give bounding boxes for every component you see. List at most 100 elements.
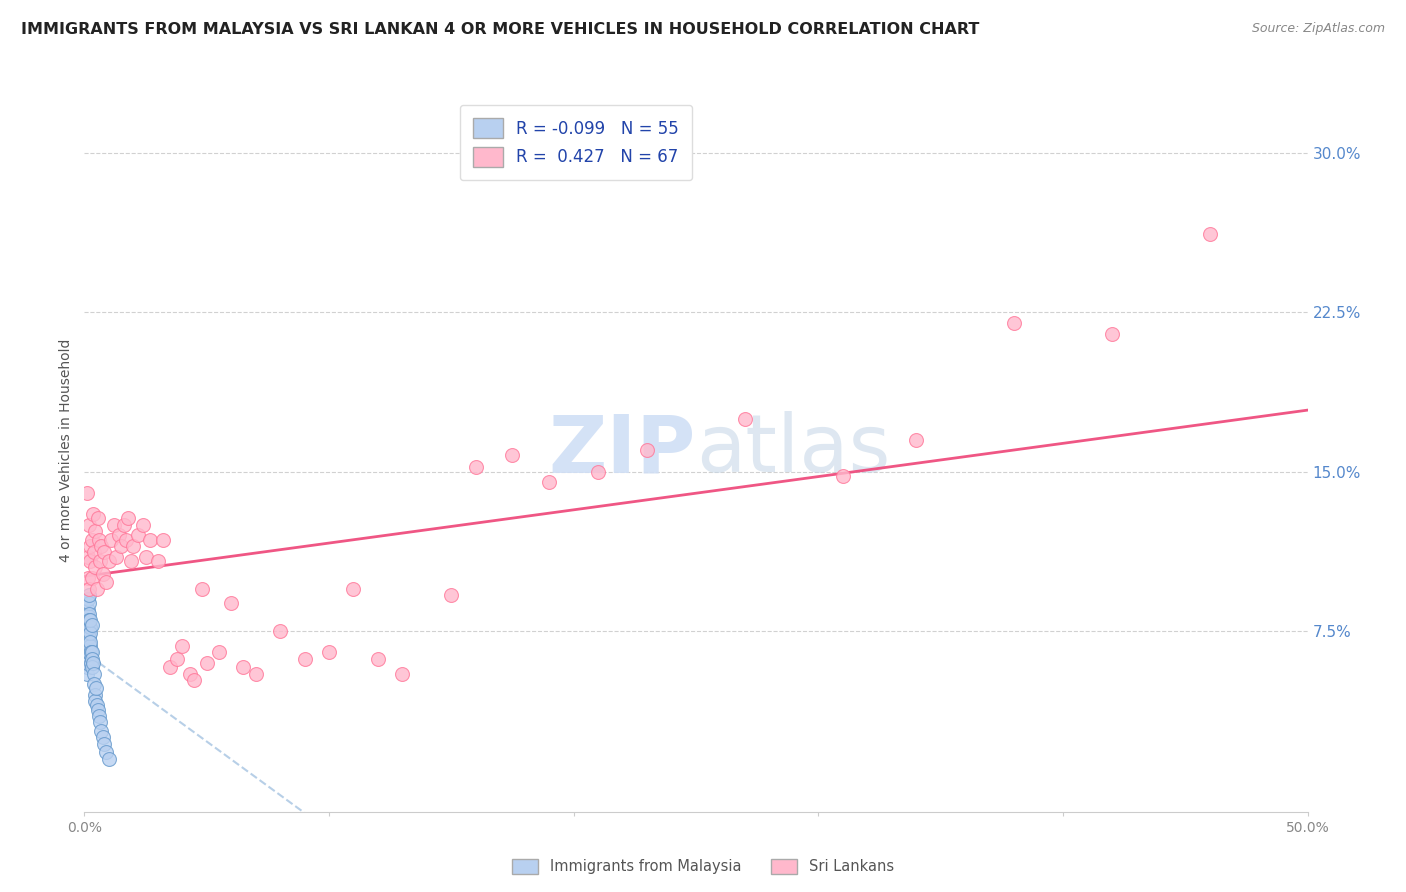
Point bbox=[79, 620, 101, 634]
Point bbox=[219, 597, 242, 611]
Point bbox=[115, 533, 138, 547]
Text: ZIP: ZIP bbox=[548, 411, 696, 490]
Point bbox=[76, 660, 98, 674]
Point bbox=[107, 528, 129, 542]
Point bbox=[83, 666, 105, 681]
Point bbox=[77, 588, 100, 602]
Point bbox=[77, 624, 100, 639]
Point bbox=[77, 603, 100, 617]
Point bbox=[166, 651, 188, 665]
Point bbox=[96, 575, 118, 590]
Point bbox=[195, 656, 218, 670]
Point bbox=[83, 677, 105, 691]
Point bbox=[269, 624, 291, 639]
Point bbox=[77, 517, 100, 532]
Legend: R = -0.099   N = 55, R =  0.427   N = 67: R = -0.099 N = 55, R = 0.427 N = 67 bbox=[460, 104, 692, 180]
Point bbox=[538, 475, 561, 490]
Point bbox=[83, 545, 105, 559]
Point bbox=[159, 660, 181, 674]
Point bbox=[76, 571, 98, 585]
Point bbox=[77, 592, 100, 607]
Point bbox=[105, 549, 128, 564]
Point bbox=[79, 639, 101, 653]
Point bbox=[96, 745, 118, 759]
Point bbox=[91, 566, 114, 581]
Point bbox=[76, 631, 98, 645]
Point bbox=[76, 656, 98, 670]
Point bbox=[183, 673, 205, 687]
Point bbox=[76, 651, 98, 665]
Point bbox=[75, 645, 97, 659]
Point bbox=[90, 539, 112, 553]
Point bbox=[1101, 326, 1123, 341]
Point bbox=[77, 549, 100, 564]
Text: atlas: atlas bbox=[696, 411, 890, 490]
Text: Source: ZipAtlas.com: Source: ZipAtlas.com bbox=[1251, 22, 1385, 36]
Point bbox=[89, 554, 111, 568]
Point bbox=[139, 533, 162, 547]
Point bbox=[77, 607, 100, 621]
Point bbox=[152, 533, 174, 547]
Point bbox=[77, 609, 100, 624]
Point bbox=[77, 617, 100, 632]
Legend: Immigrants from Malaysia, Sri Lankans: Immigrants from Malaysia, Sri Lankans bbox=[506, 853, 900, 880]
Point bbox=[76, 645, 98, 659]
Y-axis label: 4 or more Vehicles in Household: 4 or more Vehicles in Household bbox=[59, 339, 73, 562]
Point bbox=[77, 645, 100, 659]
Point bbox=[77, 624, 100, 639]
Point bbox=[84, 524, 107, 539]
Point bbox=[232, 660, 254, 674]
Point bbox=[80, 533, 103, 547]
Point bbox=[82, 571, 104, 585]
Point bbox=[86, 698, 108, 713]
Point bbox=[86, 582, 108, 596]
Point bbox=[318, 645, 340, 659]
Point bbox=[87, 709, 110, 723]
Point bbox=[75, 614, 97, 628]
Point bbox=[79, 554, 101, 568]
Point bbox=[146, 554, 169, 568]
Point bbox=[191, 582, 214, 596]
Point bbox=[1002, 316, 1025, 330]
Point bbox=[103, 517, 125, 532]
Point bbox=[76, 639, 98, 653]
Point bbox=[76, 486, 98, 500]
Point bbox=[83, 688, 105, 702]
Point bbox=[89, 715, 111, 730]
Point bbox=[636, 443, 658, 458]
Point bbox=[586, 465, 609, 479]
Point bbox=[208, 645, 231, 659]
Point bbox=[76, 639, 98, 653]
Point bbox=[76, 666, 98, 681]
Point bbox=[97, 751, 120, 765]
Point bbox=[77, 614, 100, 628]
Point bbox=[87, 533, 110, 547]
Point bbox=[80, 645, 103, 659]
Point bbox=[245, 666, 267, 681]
Point bbox=[82, 656, 104, 670]
Point bbox=[76, 617, 98, 632]
Point bbox=[132, 517, 155, 532]
Point bbox=[464, 460, 486, 475]
Point bbox=[905, 433, 928, 447]
Point bbox=[84, 681, 107, 696]
Point bbox=[120, 554, 142, 568]
Point bbox=[367, 651, 389, 665]
Point bbox=[1198, 227, 1220, 241]
Point bbox=[831, 469, 853, 483]
Point bbox=[79, 614, 101, 628]
Point bbox=[79, 539, 101, 553]
Point bbox=[110, 539, 132, 553]
Point bbox=[172, 639, 194, 653]
Point bbox=[87, 703, 110, 717]
Point bbox=[93, 545, 115, 559]
Point bbox=[77, 634, 100, 648]
Point bbox=[77, 631, 100, 645]
Point bbox=[77, 582, 100, 596]
Point bbox=[294, 651, 316, 665]
Point bbox=[80, 645, 103, 659]
Point bbox=[100, 533, 122, 547]
Point bbox=[82, 651, 104, 665]
Point bbox=[80, 656, 103, 670]
Point bbox=[91, 731, 114, 745]
